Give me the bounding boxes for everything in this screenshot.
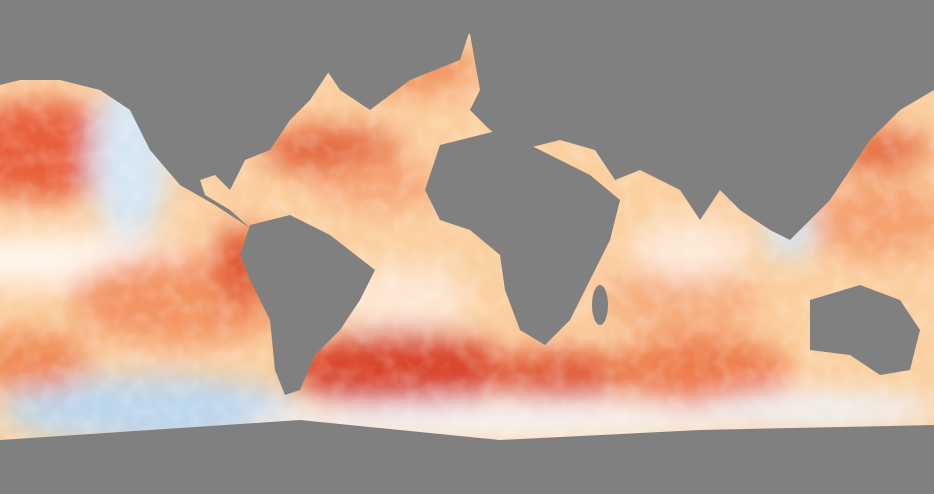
antarctica bbox=[0, 420, 934, 494]
north-america bbox=[0, 34, 330, 228]
madagascar bbox=[592, 285, 608, 325]
africa bbox=[425, 130, 620, 345]
australia bbox=[810, 285, 920, 375]
south-america bbox=[240, 215, 375, 395]
arctic bbox=[0, 0, 934, 34]
eurasia bbox=[470, 30, 934, 240]
greenland bbox=[300, 30, 470, 110]
